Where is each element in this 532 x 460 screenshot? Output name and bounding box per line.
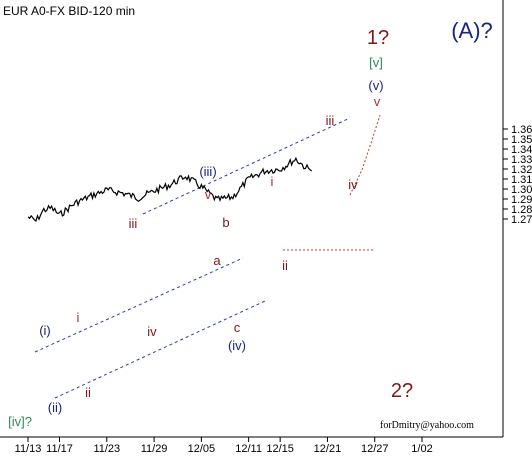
wave-label: (iii)	[199, 164, 216, 179]
wave-label: b	[222, 215, 229, 230]
x-tick-label: 11/13	[15, 443, 42, 455]
channel-lower-2	[54, 300, 266, 399]
x-tick-label: 12/11	[235, 443, 262, 455]
x-tick-label: 11/29	[141, 443, 168, 455]
x-tick-label: 12/21	[314, 443, 342, 455]
y-tick-label: 1.34	[511, 144, 532, 156]
wave-label: c	[234, 320, 241, 335]
price-series	[27, 114, 381, 222]
channel-upper-1	[142, 117, 351, 215]
wave-label: (i)	[39, 323, 51, 338]
wave-label: iii	[129, 216, 138, 231]
wave-label: [v]	[369, 55, 383, 70]
chart-title: EUR A0-FX BID-120 min	[3, 4, 135, 18]
y-tick-label: 1.27	[511, 214, 532, 226]
wave-label: iv	[348, 177, 358, 192]
price-line	[27, 156, 313, 222]
x-tick-label: 12/15	[266, 443, 294, 455]
x-tick-label: 12/27	[361, 443, 389, 455]
y-tick-label: 1.33	[511, 154, 532, 166]
wave-label: (v)	[368, 78, 383, 93]
wave-label: 2?	[391, 380, 413, 402]
y-tick-label: 1.30	[511, 184, 532, 196]
y-tick-label: 1.35	[511, 134, 532, 146]
wave-label: 1?	[367, 27, 389, 49]
trend-channels	[34, 117, 375, 399]
wave-label: v	[374, 94, 381, 109]
x-axis-ticks: 11/13 11/17 11/23 11/29 12/05 12/11 12/15 12/21…	[15, 437, 433, 455]
x-tick-label: 11/17	[46, 443, 73, 455]
wave-label: (A)?	[451, 18, 493, 43]
wave-label: (iv)	[228, 338, 246, 353]
wave-label: i	[271, 174, 274, 189]
x-tick-label: 12/05	[188, 443, 216, 455]
y-tick-label: 1.28	[511, 204, 532, 216]
wave-label: iv	[147, 324, 157, 339]
channel-lower-1	[34, 257, 244, 353]
wave-label: iii	[326, 113, 335, 128]
y-tick-label: 1.32	[511, 164, 532, 176]
x-tick-label: 11/23	[93, 443, 120, 455]
y-tick-label: 1.36	[511, 124, 532, 136]
forecast-line	[349, 114, 381, 196]
x-tick-label: 1/02	[411, 443, 432, 455]
wave-labels: (i)iii(ii)[iv]?iiiiv(iii)vbac(iv)iiiiiii…	[8, 18, 493, 429]
wave-label: ii	[282, 258, 288, 273]
wave-label: i	[77, 310, 80, 325]
footer-email: forDmitry@yahoo.com	[380, 420, 474, 431]
y-tick-label: 1.31	[511, 174, 532, 186]
wave-label: (ii)	[48, 400, 62, 415]
y-tick-label: 1.29	[511, 194, 532, 206]
wave-label: a	[213, 253, 221, 268]
y-axis-ticks: 1.361.351.341.331.321.311.301.291.281.27	[503, 124, 532, 226]
wave-label: [iv]?	[8, 414, 32, 429]
wave-label: v	[205, 187, 212, 202]
wave-label: ii	[85, 385, 91, 400]
